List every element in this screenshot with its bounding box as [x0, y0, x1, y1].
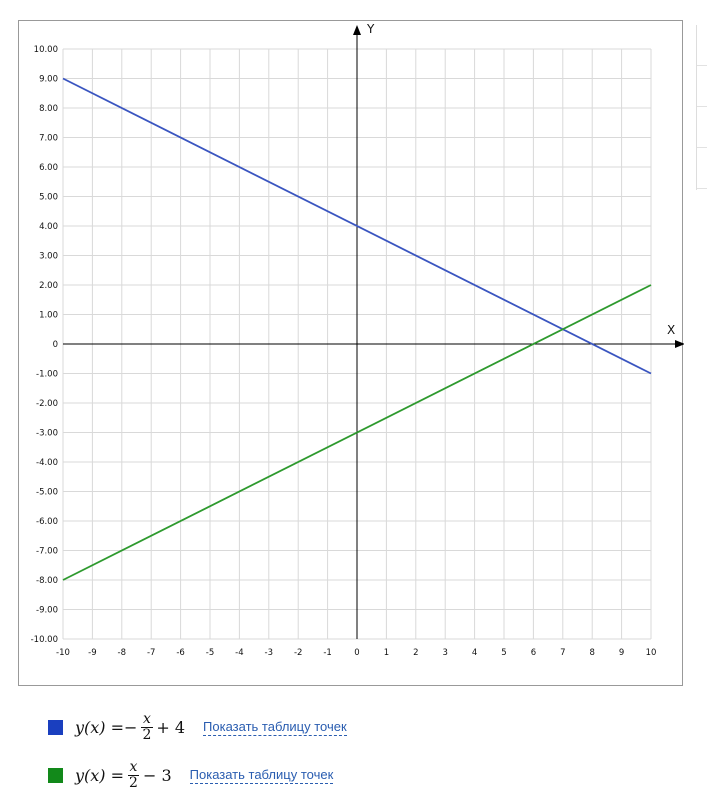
chart-frame: X Y -10 -9 -8 -7 -6 -5 -4 -3 -2 -1 0 1 2 3 4 5 6 7 8 9 10 10.00… — [18, 20, 684, 686]
formula-1-fraction: x 2 — [140, 710, 153, 743]
x-tick-label: 1 — [384, 648, 389, 658]
legend-item-1: y(x) = − x 2 + 4 Показать таблицу точек — [48, 710, 347, 743]
formula-1-lhs: y(x) = — [75, 717, 125, 737]
x-tick-label: 7 — [560, 648, 565, 658]
x-tick-label: -8 — [118, 648, 126, 658]
x-tick-label: 0 — [354, 648, 359, 658]
formula-1: y(x) = − x 2 + 4 — [75, 710, 186, 743]
y-tick-label: -9.00 — [36, 606, 58, 616]
show-points-table-link-2[interactable]: Показать таблицу точек — [189, 766, 334, 784]
y-tick-label: -6.00 — [36, 517, 58, 527]
y-tick-label: -4.00 — [36, 458, 58, 468]
x-tick-label: -6 — [176, 648, 184, 658]
y-tick-label: -8.00 — [36, 576, 58, 586]
y-axis-label: Y — [366, 22, 375, 36]
series-line-2 — [62, 284, 652, 581]
formula-1-rest: + 4 — [156, 717, 186, 737]
formula-1-denominator: 2 — [142, 726, 152, 743]
side-table-row — [697, 148, 707, 189]
x-tick-label: -1 — [323, 648, 331, 658]
formula-2-lhs: y(x) = — [75, 765, 125, 785]
x-axis-arrow — [675, 340, 684, 348]
formula-2-denominator: 2 — [129, 774, 138, 791]
y-tick-label: 8.00 — [39, 104, 58, 114]
x-tick-label: -10 — [56, 648, 70, 658]
side-table-row — [697, 107, 707, 148]
side-table-row — [697, 66, 707, 107]
side-table-row — [697, 25, 707, 66]
formula-2-rest: − 3 — [142, 765, 172, 785]
x-tick-label: -2 — [294, 648, 302, 658]
x-tick-label: -9 — [88, 648, 96, 658]
y-axis-arrow — [353, 25, 361, 35]
x-axis-label: X — [667, 323, 675, 337]
y-tick-label: -2.00 — [36, 399, 58, 409]
x-tick-label: 3 — [442, 648, 447, 658]
legend-swatch-1 — [48, 719, 63, 735]
x-tick-label: 2 — [413, 648, 418, 658]
formula-2-numerator: x — [127, 758, 140, 776]
y-tick-label: 2.00 — [39, 281, 58, 291]
legend-swatch-2 — [48, 767, 63, 783]
x-tick-label: -5 — [206, 648, 214, 658]
y-tick-label: 1.00 — [39, 311, 58, 321]
y-tick-label: 4.00 — [39, 222, 58, 232]
chart-plot: XY-10 -9 -8 -7 -6 -5 -4 -3 -2 -1 0 1 2 3 4 5 6 7 8 9 1010.00… — [31, 22, 684, 658]
x-tick-label: 8 — [589, 648, 594, 658]
series-line-1 — [62, 77, 652, 375]
formula-1-sign: − — [124, 717, 138, 737]
y-tick-label: 0 — [53, 340, 58, 350]
y-tick-label: -7.00 — [36, 547, 58, 557]
formula-2: y(x) = x 2 − 3 — [75, 758, 172, 791]
y-tick-label: -1.00 — [36, 370, 58, 380]
legend-item-2: y(x) = x 2 − 3 Показать таблицу точек — [48, 758, 334, 791]
x-tick-label: 5 — [501, 648, 506, 658]
x-tick-label: 6 — [531, 648, 536, 658]
y-tick-label: 10.00 — [34, 45, 58, 55]
x-tick-label: 4 — [472, 648, 477, 658]
formula-1-numerator: x — [140, 710, 153, 728]
y-tick-label: 3.00 — [39, 252, 58, 262]
y-tick-label: -10.00 — [31, 635, 58, 645]
show-points-table-link-1[interactable]: Показать таблицу точек — [203, 718, 347, 736]
x-tick-label: -7 — [147, 648, 155, 658]
side-table-strip — [696, 25, 707, 190]
y-tick-label: 6.00 — [39, 163, 58, 173]
x-tick-label: -4 — [235, 648, 243, 658]
formula-2-fraction: x 2 — [127, 758, 140, 791]
y-tick-label: -5.00 — [36, 488, 58, 498]
y-tick-label: 7.00 — [39, 134, 58, 144]
x-tick-label: 10 — [646, 648, 657, 658]
y-tick-label: 5.00 — [39, 193, 58, 203]
x-tick-label: -3 — [265, 648, 273, 658]
y-tick-label: -3.00 — [36, 429, 58, 439]
x-tick-label: 9 — [619, 648, 624, 658]
y-tick-label: 9.00 — [39, 75, 58, 85]
